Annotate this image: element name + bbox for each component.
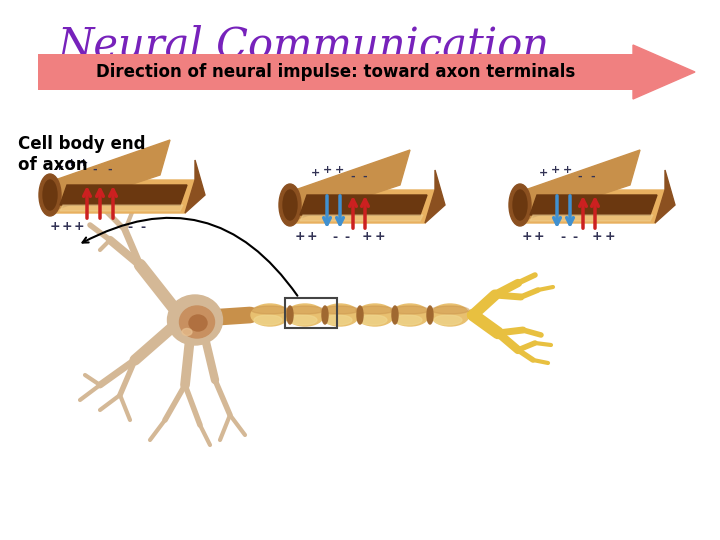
- Text: -: -: [363, 172, 367, 182]
- Text: +: +: [310, 168, 320, 178]
- Ellipse shape: [287, 306, 293, 324]
- Ellipse shape: [182, 328, 192, 335]
- Ellipse shape: [321, 306, 359, 314]
- Ellipse shape: [168, 295, 222, 345]
- Text: +: +: [605, 231, 616, 244]
- Ellipse shape: [279, 184, 301, 226]
- Ellipse shape: [321, 304, 359, 326]
- Polygon shape: [60, 205, 183, 211]
- Ellipse shape: [43, 180, 57, 210]
- Text: Neural Communication: Neural Communication: [58, 24, 549, 66]
- Text: +: +: [68, 158, 76, 168]
- Text: +: +: [592, 231, 603, 244]
- FancyBboxPatch shape: [38, 54, 633, 90]
- Ellipse shape: [39, 174, 61, 216]
- Text: +: +: [534, 231, 544, 244]
- Text: +: +: [323, 165, 332, 175]
- Text: -: -: [93, 165, 97, 175]
- Polygon shape: [425, 170, 445, 223]
- Polygon shape: [515, 190, 665, 223]
- Text: +: +: [55, 162, 65, 172]
- Ellipse shape: [322, 306, 328, 324]
- Text: -: -: [560, 231, 566, 244]
- Text: -: -: [344, 231, 350, 244]
- Ellipse shape: [357, 306, 363, 324]
- Polygon shape: [185, 160, 205, 213]
- Text: +: +: [294, 231, 305, 244]
- Text: -: -: [572, 231, 577, 244]
- Ellipse shape: [356, 306, 394, 314]
- Ellipse shape: [509, 184, 531, 226]
- Polygon shape: [515, 150, 640, 223]
- Ellipse shape: [356, 304, 394, 326]
- Text: +: +: [334, 165, 343, 175]
- Ellipse shape: [289, 315, 317, 325]
- Text: +: +: [79, 158, 89, 168]
- Text: +: +: [374, 231, 385, 244]
- Text: -: -: [351, 172, 355, 182]
- Text: +: +: [50, 220, 60, 233]
- Polygon shape: [285, 150, 410, 223]
- Ellipse shape: [359, 315, 387, 325]
- Ellipse shape: [254, 315, 282, 325]
- Text: +: +: [361, 231, 372, 244]
- Ellipse shape: [286, 306, 324, 314]
- Ellipse shape: [189, 315, 207, 331]
- Text: +: +: [307, 231, 318, 244]
- Polygon shape: [655, 170, 675, 223]
- Polygon shape: [45, 180, 195, 213]
- Polygon shape: [300, 215, 423, 221]
- Polygon shape: [60, 185, 187, 205]
- Polygon shape: [285, 190, 435, 223]
- Text: Cell body end
of axon: Cell body end of axon: [18, 135, 145, 174]
- Text: +: +: [550, 165, 559, 175]
- Text: -: -: [333, 231, 338, 244]
- Ellipse shape: [179, 306, 215, 338]
- Ellipse shape: [434, 315, 462, 325]
- Ellipse shape: [427, 306, 433, 324]
- Ellipse shape: [391, 306, 429, 314]
- Text: +: +: [562, 165, 572, 175]
- Text: +: +: [62, 220, 72, 233]
- Ellipse shape: [283, 190, 297, 220]
- Ellipse shape: [251, 304, 289, 326]
- Text: -: -: [140, 220, 145, 233]
- Text: +: +: [522, 231, 532, 244]
- Polygon shape: [300, 195, 427, 215]
- Ellipse shape: [391, 304, 429, 326]
- Text: +: +: [539, 168, 548, 178]
- Text: -: -: [127, 220, 132, 233]
- Text: -: -: [590, 172, 595, 182]
- Ellipse shape: [324, 315, 352, 325]
- Ellipse shape: [513, 190, 527, 220]
- Ellipse shape: [431, 306, 469, 314]
- Ellipse shape: [251, 306, 289, 314]
- Polygon shape: [45, 140, 170, 213]
- Polygon shape: [633, 45, 695, 99]
- Ellipse shape: [286, 304, 324, 326]
- Ellipse shape: [394, 315, 422, 325]
- Text: -: -: [577, 172, 582, 182]
- Ellipse shape: [431, 304, 469, 326]
- Polygon shape: [530, 195, 657, 215]
- Polygon shape: [530, 215, 653, 221]
- Ellipse shape: [392, 306, 398, 324]
- Text: +: +: [73, 220, 84, 233]
- Text: -: -: [108, 165, 112, 175]
- Text: Direction of neural impulse: toward axon terminals: Direction of neural impulse: toward axon…: [96, 63, 575, 81]
